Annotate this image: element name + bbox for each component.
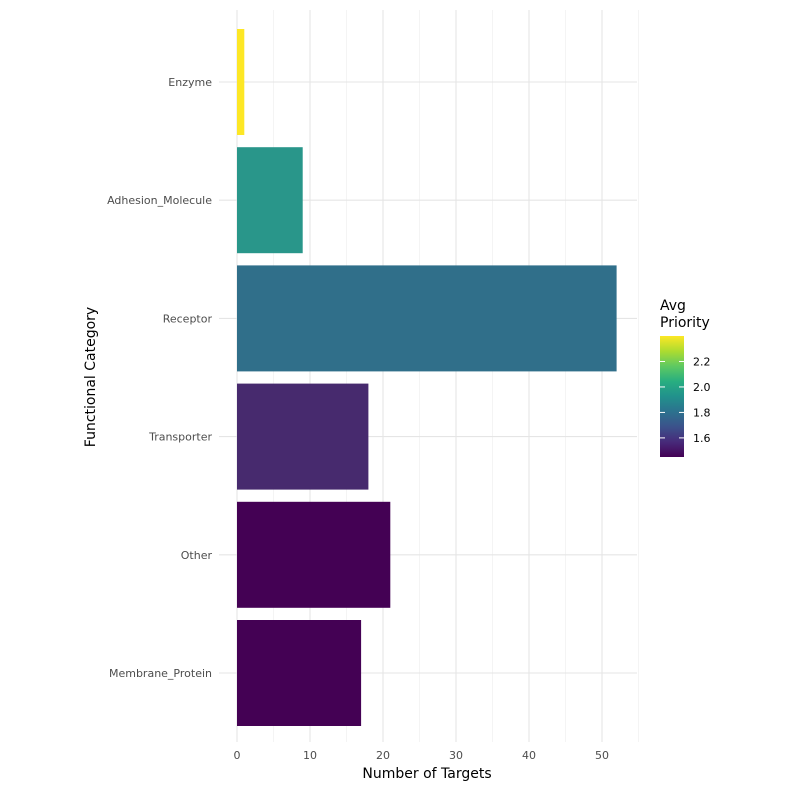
legend-ticks: 2.2 2.0 1.8 1.6 <box>660 355 711 445</box>
x-tick-label: 30 <box>449 749 463 762</box>
bars <box>237 29 617 726</box>
bar-enzyme <box>237 29 245 135</box>
y-tick-label: Adhesion_Molecule <box>107 194 212 207</box>
legend-tick-label: 2.0 <box>693 381 711 394</box>
bar-adhesion-molecule <box>237 147 303 254</box>
bar-receptor <box>237 265 617 372</box>
y-tick-labels: Enzyme Adhesion_Molecule Receptor Transport… <box>107 76 212 680</box>
bar-transporter <box>237 383 369 490</box>
x-tick-label: 50 <box>595 749 609 762</box>
x-tick-label: 10 <box>303 749 317 762</box>
legend-title-line-1: Avg <box>660 298 686 314</box>
y-tick-label: Other <box>181 549 213 562</box>
y-tick-label: Transporter <box>148 431 212 444</box>
legend-tick-label: 1.6 <box>693 432 711 445</box>
x-tick-labels: 0 10 20 30 40 50 <box>234 749 610 762</box>
legend-colorbar <box>660 336 684 457</box>
y-tick-label: Membrane_Protein <box>109 667 212 680</box>
legend-tick-label: 1.8 <box>693 406 711 419</box>
x-tick-label: 40 <box>522 749 536 762</box>
x-axis-title: Number of Targets <box>362 766 491 782</box>
x-tick-label: 20 <box>376 749 390 762</box>
color-legend: Avg Priority 2.2 2.0 1.8 1.6 <box>660 298 711 457</box>
y-axis-title: Functional Category <box>83 307 99 447</box>
y-tick-label: Enzyme <box>168 76 212 89</box>
y-tick-label: Receptor <box>163 312 213 325</box>
bar-membrane-protein <box>237 620 362 726</box>
major-gridlines <box>219 10 637 742</box>
legend-tick-label: 2.2 <box>693 355 711 368</box>
bar-other <box>237 501 391 608</box>
legend-title-line-2: Priority <box>660 315 710 331</box>
x-tick-label: 0 <box>234 749 241 762</box>
